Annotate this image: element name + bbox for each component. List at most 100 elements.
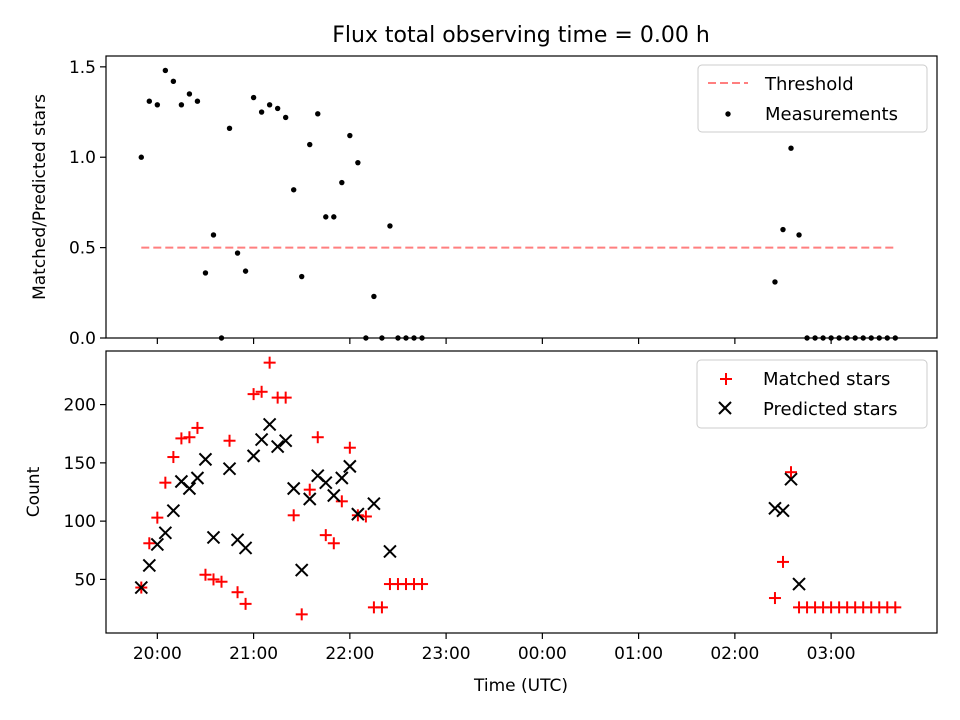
- predicted-star-point: [206, 530, 221, 545]
- predicted-star-point: [303, 492, 317, 506]
- matched-star-point: [359, 510, 372, 523]
- measurement-point: [154, 102, 161, 108]
- measurement-point: [146, 98, 153, 104]
- matched-star-point: [231, 586, 244, 599]
- measurement-point: [242, 268, 249, 274]
- bottom-x-tick-label: 02:00: [710, 644, 759, 664]
- top-legend: Threshold Measurements: [697, 64, 928, 133]
- predicted-star-point: [166, 503, 181, 518]
- bottom-axes-frame: [105, 350, 938, 634]
- top-y-axis-label: Matched/Predicted stars: [30, 94, 50, 300]
- matched-star-point: [375, 601, 388, 614]
- measurement-point: [282, 114, 289, 121]
- measurement-point: [274, 105, 281, 112]
- matched-star-point: [199, 568, 212, 581]
- measurement-point: [387, 223, 393, 229]
- top-plot-area: [138, 67, 898, 341]
- legend-measurements-swatch: [725, 111, 731, 117]
- top-y-tick-label: 1.0: [69, 148, 96, 168]
- measurement-point: [258, 109, 265, 115]
- top-y-tick-label: 0.0: [69, 329, 96, 349]
- measurement-point: [299, 273, 305, 280]
- predicted-star-point: [319, 475, 333, 490]
- predicted-star-point: [286, 481, 301, 496]
- matched-star-point: [785, 466, 798, 479]
- top-axes-frame: [105, 55, 938, 339]
- top-legend-box: [697, 64, 928, 133]
- predicted-star-point: [784, 472, 798, 486]
- matched-star-point: [319, 529, 332, 542]
- bottom-x-tick-label: 22:00: [325, 644, 374, 664]
- legend-matched-swatch: [720, 373, 732, 385]
- predicted-star-point: [768, 501, 782, 516]
- matched-star-point: [303, 483, 316, 496]
- bottom-x-tick-label: 21:00: [229, 644, 278, 664]
- predicted-star-point: [327, 488, 341, 503]
- legend-predicted-swatch: [718, 401, 732, 415]
- bottom-plot-area: [134, 356, 902, 621]
- predicted-star-point: [254, 432, 269, 447]
- bottom-x-ticks: 20:00 21:00 22:00 23:00 00:00 01:00 02:00 03:00: [133, 633, 856, 664]
- matched-star-point: [335, 495, 348, 508]
- top-y-ticks: 0.0 0.5 1.0 1.5: [69, 58, 106, 349]
- bottom-x-axis-label: Time (UTC): [473, 676, 568, 696]
- matched-star-point: [247, 388, 260, 401]
- matched-star-point: [215, 575, 228, 588]
- measurement-point: [162, 67, 169, 74]
- matched-star-point: [143, 537, 156, 550]
- matched-star-point: [889, 601, 902, 614]
- measurement-point: [226, 125, 233, 132]
- matched-star-point: [768, 592, 781, 605]
- top-x-ticks: [156, 338, 832, 344]
- predicted-star-point: [262, 417, 277, 432]
- measurement-point: [250, 94, 257, 101]
- predicted-star-point: [142, 558, 157, 573]
- matched-star-point: [167, 451, 180, 464]
- measurement-point: [780, 226, 786, 233]
- predicted-star-point: [792, 577, 806, 591]
- measurement-point: [347, 132, 353, 139]
- legend-predicted-label: Predicted stars: [763, 399, 897, 420]
- predicted-star-point: [222, 461, 237, 476]
- bottom-y-tick-label: 150: [64, 454, 96, 474]
- measurement-point: [323, 214, 329, 220]
- legend-measurements-label: Measurements: [765, 104, 898, 125]
- matched-star-point: [175, 432, 188, 445]
- predicted-star-point: [246, 449, 261, 463]
- measurement-point: [796, 232, 802, 238]
- measurement-point: [186, 91, 193, 97]
- predicted-star-point: [150, 537, 165, 552]
- measurement-point: [339, 179, 345, 186]
- bottom-y-tick-label: 100: [64, 512, 96, 532]
- predicted-star-point: [158, 526, 173, 540]
- predicted-star-point: [270, 439, 285, 454]
- predicted-star-point: [383, 544, 397, 559]
- measurement-point: [170, 78, 177, 85]
- measurement-point: [194, 98, 201, 104]
- matched-star-point: [416, 578, 429, 591]
- legend-threshold-label: Threshold: [764, 74, 854, 95]
- measurement-point: [772, 279, 778, 285]
- bottom-y-axis-label: Count: [24, 466, 44, 517]
- matched-star-point: [776, 555, 789, 568]
- bottom-x-tick-label: 23:00: [422, 644, 471, 664]
- bottom-x-tick-label: 03:00: [807, 644, 856, 664]
- matched-star-point: [223, 434, 236, 447]
- top-y-tick-label: 1.5: [69, 58, 96, 78]
- top-chart-title: Flux total observing time = 0.00 h: [332, 23, 710, 48]
- matched-star-point: [311, 431, 324, 444]
- bottom-y-tick-label: 50: [74, 570, 96, 590]
- matched-star-point: [239, 597, 252, 610]
- bottom-legend-box: [696, 359, 928, 429]
- predicted-star-point: [351, 507, 365, 521]
- predicted-star-point: [343, 459, 357, 474]
- bottom-x-tick-label: 00:00: [518, 644, 567, 664]
- measurement-point: [266, 102, 273, 108]
- measurement-point: [234, 250, 241, 256]
- bottom-x-tick-label: 20:00: [133, 644, 182, 664]
- predicted-star-point: [182, 481, 197, 496]
- measurement-point: [331, 214, 337, 220]
- measurement-point: [178, 102, 185, 108]
